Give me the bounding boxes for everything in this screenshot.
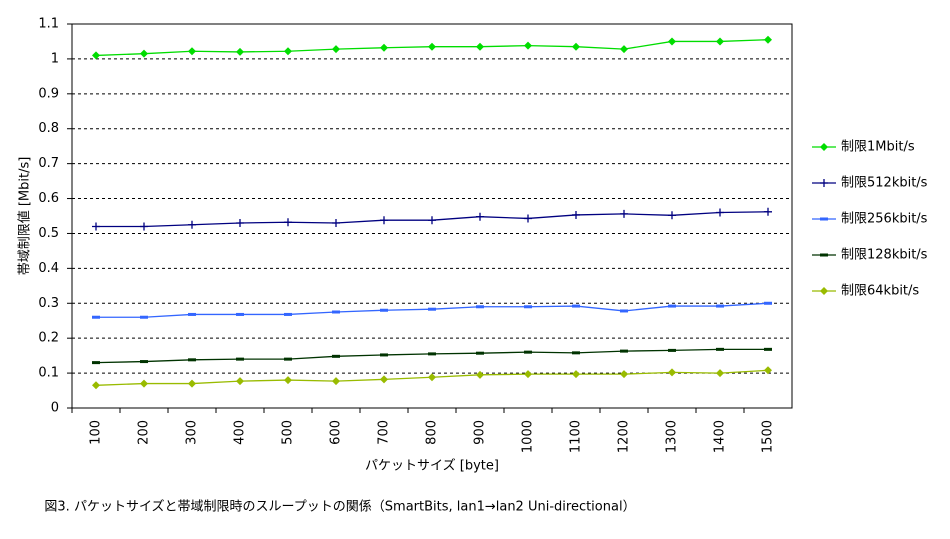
data-point: [572, 370, 580, 379]
data-point: [92, 381, 100, 390]
data-point: [332, 377, 340, 386]
y-tick-label: 0.7: [38, 156, 59, 171]
plot-frame: [71, 23, 793, 409]
data-point: [716, 369, 724, 378]
y-tick-label: 0.1: [38, 366, 59, 381]
data-point: [476, 370, 484, 379]
data-point: [620, 209, 628, 218]
y-axis-label: 帯域制限値 [Mbit/s]: [17, 157, 33, 276]
x-tick-label: 1000: [521, 420, 536, 453]
y-tick-label: 0.9: [38, 86, 59, 101]
data-point: [764, 35, 772, 44]
data-point: [140, 379, 148, 388]
x-tick-label: 700: [377, 420, 392, 445]
data-point: [236, 47, 244, 56]
data-point: [332, 218, 340, 227]
data-point: [428, 216, 436, 225]
data-point: [620, 370, 628, 379]
data-point: [572, 42, 580, 51]
y-tick-label: 0.2: [38, 331, 59, 346]
series-line: [95, 348, 768, 364]
data-point: [332, 45, 340, 54]
data-point: [716, 208, 724, 217]
data-point: [284, 376, 292, 385]
x-tick-label: 300: [185, 420, 200, 445]
data-point: [284, 47, 292, 56]
x-tick-label: 1500: [761, 420, 776, 453]
y-tick-label: 0.6: [38, 191, 59, 206]
data-point: [284, 218, 292, 227]
data-point: [380, 375, 388, 384]
chart-title: 図3. パケットサイズと帯域制限時のスループットの関係（SmartBits, l…: [44, 499, 635, 515]
y-tick-label: 1.1: [38, 17, 59, 32]
data-point: [668, 368, 676, 377]
data-point: [820, 287, 828, 295]
data-point: [236, 218, 244, 227]
x-tick-label: 900: [473, 420, 488, 445]
y-tick-label: 1: [51, 51, 59, 66]
x-tick-label: 1100: [569, 420, 584, 453]
data-point: [716, 37, 724, 46]
x-tick-label: 600: [329, 420, 344, 445]
legend-label: 制限1Mbit/s: [841, 140, 915, 155]
data-point: [380, 216, 388, 225]
y-tick-label: 0.3: [38, 296, 59, 311]
legend-label: 制限512kbit/s: [841, 176, 928, 191]
data-point: [92, 51, 100, 60]
x-tick-label: 800: [425, 420, 440, 445]
data-point: [428, 42, 436, 51]
data-point: [188, 47, 196, 56]
data-point: [764, 366, 772, 375]
data-point: [380, 43, 388, 52]
data-point: [92, 222, 100, 231]
x-axis-label: パケットサイズ [byte]: [365, 458, 499, 474]
data-point: [524, 370, 532, 379]
data-point: [668, 37, 676, 46]
y-tick-label: 0.5: [38, 226, 59, 241]
data-point: [572, 210, 580, 219]
data-point: [524, 41, 532, 50]
data-point: [764, 207, 772, 216]
data-point: [188, 220, 196, 229]
y-tick-label: 0.4: [38, 261, 59, 276]
data-point: [140, 49, 148, 58]
legend-label: 制限256kbit/s: [841, 212, 928, 227]
x-tick-label: 1300: [665, 420, 680, 453]
data-point: [188, 379, 196, 388]
y-tick-label: 0.8: [38, 121, 59, 136]
data-point: [140, 222, 148, 231]
x-tick-label: 500: [281, 420, 296, 445]
x-tick-label: 400: [233, 420, 248, 445]
x-tick-label: 1200: [617, 420, 632, 453]
legend-label: 制限64kbit/s: [841, 284, 919, 299]
data-point: [620, 45, 628, 54]
x-tick-label: 100: [89, 420, 104, 445]
data-point: [428, 373, 436, 382]
legend-label: 制限128kbit/s: [841, 248, 928, 263]
data-point: [236, 377, 244, 386]
data-point: [476, 212, 484, 221]
data-point: [524, 214, 532, 223]
data-point: [476, 42, 484, 51]
x-tick-label: 200: [137, 420, 152, 445]
x-tick-label: 1400: [713, 420, 728, 453]
y-tick-label: 0: [51, 401, 59, 416]
data-point: [668, 211, 676, 220]
data-point: [820, 179, 828, 187]
data-point: [820, 143, 828, 151]
